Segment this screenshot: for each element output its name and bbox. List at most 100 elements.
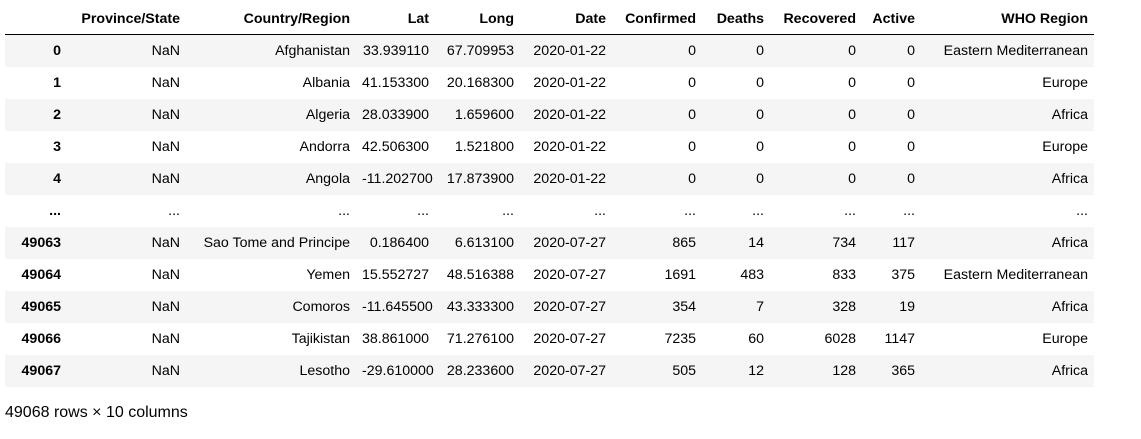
table-cell: 14 [748, 235, 764, 251]
row-index: 49066 [21, 331, 61, 347]
table-cell: Europe [1042, 139, 1088, 155]
table-cell: 2020-01-22 [533, 75, 606, 91]
table-cell: NaN [151, 235, 180, 251]
table-row: 49067 NaN Lesotho -29.610000 28.233600 2020-0… [5, 355, 1094, 387]
table-cell: 0 [907, 107, 915, 123]
table-cell: 2020-07-27 [533, 331, 606, 347]
table-row: 1 NaN Albania 41.153300 20.168300 2020-01-22 0… [5, 67, 1094, 99]
table-cell: 0 [756, 75, 764, 91]
table-cell: 38.861000 [362, 331, 430, 347]
table-cell: 365 [891, 363, 915, 379]
table-cell: 328 [832, 299, 856, 315]
dataframe-shape-info: 49068 rows × 10 columns [5, 404, 188, 421]
table-cell: 6028 [824, 331, 856, 347]
table-cell: Europe [1042, 331, 1088, 347]
row-index: 0 [53, 43, 61, 59]
table-cell: ... [684, 203, 696, 219]
table-cell: 0 [688, 171, 696, 187]
table-cell: 0.186400 [369, 235, 429, 251]
table-cell: Africa [1051, 171, 1088, 187]
table-cell: 0 [848, 171, 856, 187]
table-cell: NaN [151, 75, 180, 91]
table-cell: 71.276100 [446, 331, 514, 347]
table-row: 2 NaN Algeria 28.033900 1.659600 2020-01-22 0 0… [5, 99, 1094, 131]
table-cell: 15.552727 [362, 267, 430, 283]
column-header: Confirmed [612, 3, 702, 35]
dataframe-output: Province/State Country/Region Lat Long Date C… [5, 3, 1094, 387]
table-cell: -11.645500 [362, 299, 433, 315]
table-cell: 1.521800 [454, 139, 514, 155]
table-cell: 28.233600 [446, 363, 514, 379]
table-cell: 128 [832, 363, 856, 379]
table-cell: Eastern Mediterranean [943, 267, 1088, 283]
table-cell: 2020-01-22 [533, 139, 606, 155]
table-cell: 7235 [664, 331, 696, 347]
table-cell: Tajikistan [291, 331, 350, 347]
table-cell: Angola [305, 171, 350, 187]
table-cell: Africa [1051, 299, 1088, 315]
table-cell: 2020-07-27 [533, 235, 606, 251]
table-row: 49063 NaN Sao Tome and Principe 0.186400 6.6… [5, 227, 1094, 259]
table-cell: Lesotho [299, 363, 351, 379]
table-cell: ... [338, 203, 350, 219]
table-cell: 43.333300 [446, 299, 514, 315]
table-cell: NaN [151, 43, 180, 59]
table-cell: 0 [848, 43, 856, 59]
table-cell: 60 [748, 331, 764, 347]
table-cell: 0 [688, 139, 696, 155]
index-header [5, 3, 67, 35]
table-cell: 0 [848, 75, 856, 91]
table-cell: 67.709953 [446, 43, 514, 59]
table-cell: Algeria [305, 107, 350, 123]
table-cell: 0 [688, 43, 696, 59]
table-cell: ... [903, 203, 915, 219]
table-row: 49064 NaN Yemen 15.552727 48.516388 2020-07-2… [5, 259, 1094, 291]
table-cell: 375 [891, 267, 915, 283]
table-cell: Africa [1051, 235, 1088, 251]
table-cell: 0 [756, 43, 764, 59]
table-cell: ... [168, 203, 180, 219]
table-cell: 833 [832, 267, 856, 283]
table-cell: ... [752, 203, 764, 219]
column-header: WHO Region [921, 3, 1094, 35]
table-cell: 19 [899, 299, 915, 315]
table-row: 0 NaN Afghanistan 33.939110 67.709953 2020-01… [5, 34, 1094, 67]
column-header: Date [520, 3, 612, 35]
table-cell: -29.610000 [362, 363, 434, 379]
table-cell: 12 [748, 363, 764, 379]
table-cell: 0 [907, 75, 915, 91]
table-cell: ... [594, 203, 606, 219]
table-cell: 0 [688, 107, 696, 123]
column-header: Long [435, 3, 520, 35]
table-cell: 0 [848, 139, 856, 155]
column-header: Lat [356, 3, 435, 35]
table-cell: Sao Tome and Principe [203, 235, 350, 251]
table-cell: Andorra [299, 139, 350, 155]
table-cell: Albania [302, 75, 350, 91]
row-index: ... [49, 203, 61, 219]
table-cell: 2020-07-27 [533, 267, 606, 283]
table-cell: 483 [740, 267, 764, 283]
table-cell: 6.613100 [454, 235, 514, 251]
table-cell: Afghanistan [275, 43, 350, 59]
table-cell: NaN [151, 331, 180, 347]
row-index: 49065 [21, 299, 61, 315]
table-cell: 2020-07-27 [533, 299, 606, 315]
row-index: 4 [53, 171, 61, 187]
table-row: 3 NaN Andorra 42.506300 1.521800 2020-01-22 0 0… [5, 131, 1094, 163]
row-index: 3 [53, 139, 61, 155]
column-header: Active [862, 3, 921, 35]
table-cell: 354 [672, 299, 696, 315]
table-cell: 734 [832, 235, 856, 251]
table-cell: Yemen [306, 267, 350, 283]
table-cell: 1691 [664, 267, 696, 283]
row-index: 49064 [21, 267, 61, 283]
table-cell: 505 [672, 363, 696, 379]
column-header: Country/Region [186, 3, 356, 35]
table-cell: 0 [848, 107, 856, 123]
column-header: Province/State [67, 3, 186, 35]
table-cell: Eastern Mediterranean [943, 43, 1088, 59]
table-cell: 7 [756, 299, 764, 315]
table-cell: 42.506300 [362, 139, 430, 155]
table-cell: 2020-01-22 [533, 171, 606, 187]
